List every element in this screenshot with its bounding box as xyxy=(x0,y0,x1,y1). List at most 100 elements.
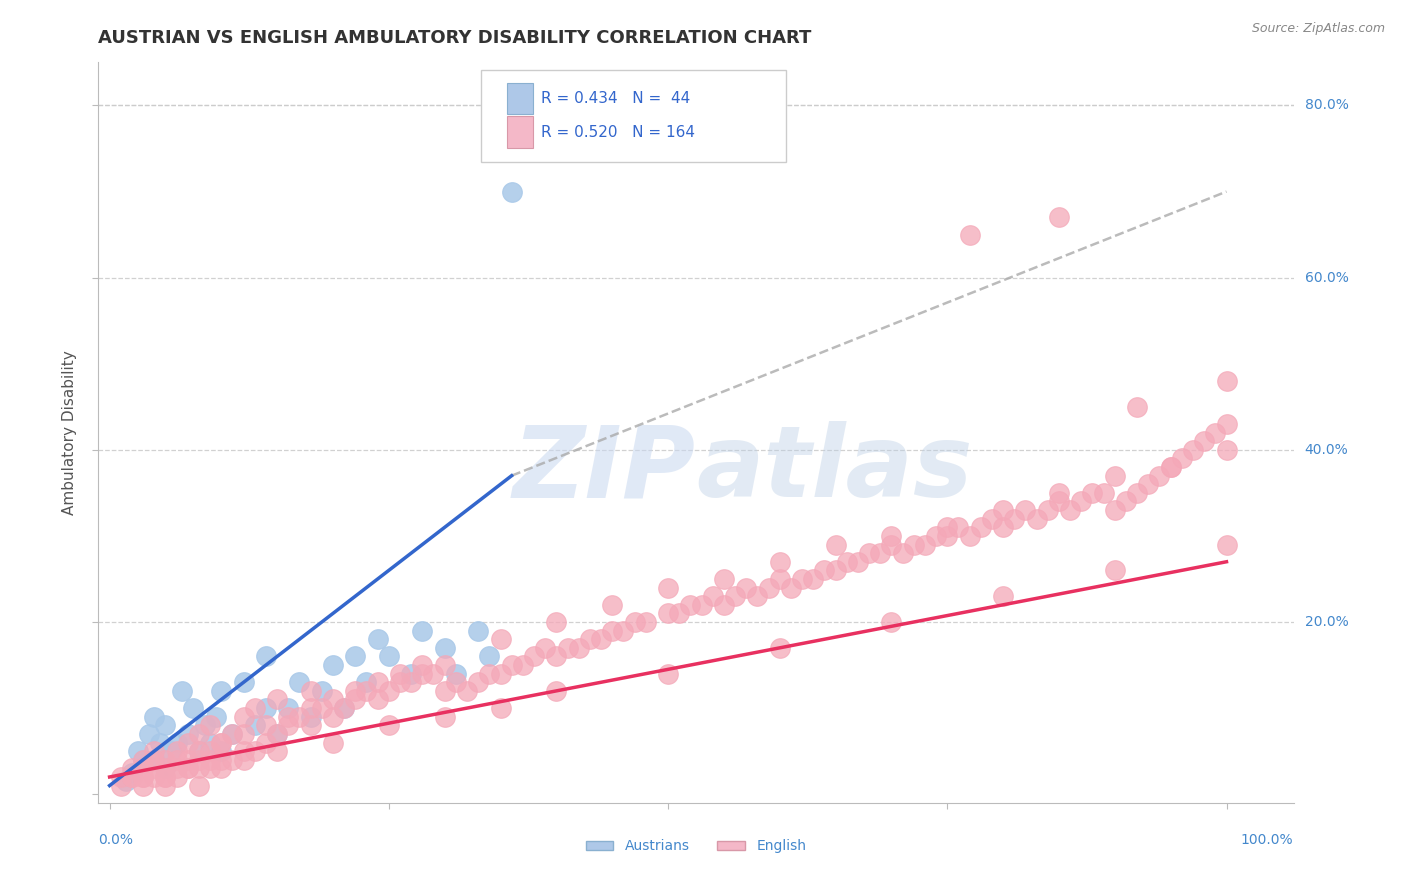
Point xyxy=(232,709,254,723)
Point xyxy=(1215,417,1237,431)
Point xyxy=(311,684,333,698)
Point xyxy=(579,632,602,647)
Point xyxy=(1160,460,1182,475)
Point xyxy=(600,624,623,638)
Point xyxy=(166,761,188,775)
Bar xyxy=(508,83,533,114)
Point xyxy=(690,598,713,612)
Point xyxy=(478,649,501,664)
Point xyxy=(172,684,194,698)
Point xyxy=(166,744,188,758)
Point xyxy=(456,684,478,698)
Point xyxy=(914,537,936,551)
Point xyxy=(288,675,311,690)
Point xyxy=(388,675,411,690)
Point xyxy=(433,658,456,673)
Point xyxy=(254,649,277,664)
Point xyxy=(177,761,200,775)
Point xyxy=(501,185,523,199)
Point xyxy=(322,709,344,723)
Point xyxy=(1160,460,1182,475)
Y-axis label: Ambulatory Disability: Ambulatory Disability xyxy=(62,351,77,515)
Point xyxy=(209,753,232,767)
Point xyxy=(277,709,299,723)
Text: atlas: atlas xyxy=(696,421,973,518)
Point xyxy=(221,727,243,741)
Point xyxy=(1104,503,1126,517)
Point xyxy=(232,744,254,758)
Point xyxy=(869,546,891,560)
Point xyxy=(970,520,993,534)
Point xyxy=(657,666,679,681)
Text: 20.0%: 20.0% xyxy=(1305,615,1348,629)
Point xyxy=(322,735,344,749)
Text: 60.0%: 60.0% xyxy=(1305,270,1348,285)
Point xyxy=(187,753,209,767)
Point xyxy=(489,666,512,681)
Point xyxy=(209,761,232,775)
Point xyxy=(143,770,166,784)
Point xyxy=(277,718,299,732)
Point xyxy=(846,555,869,569)
Point xyxy=(713,572,735,586)
Point xyxy=(221,727,243,741)
Point xyxy=(1081,486,1104,500)
Point xyxy=(155,770,177,784)
Point xyxy=(177,727,200,741)
Point xyxy=(209,735,232,749)
Point xyxy=(790,572,813,586)
Point xyxy=(204,709,226,723)
Point xyxy=(198,761,221,775)
Point xyxy=(433,684,456,698)
Point xyxy=(1014,503,1036,517)
Point xyxy=(735,581,758,595)
Point xyxy=(769,640,792,655)
Point xyxy=(1137,477,1160,491)
Point xyxy=(198,735,221,749)
Point xyxy=(266,727,288,741)
Point xyxy=(758,581,780,595)
Point xyxy=(399,666,422,681)
Point xyxy=(600,598,623,612)
Point xyxy=(132,779,155,793)
Point xyxy=(333,701,356,715)
Bar xyxy=(508,117,533,147)
Point xyxy=(534,640,557,655)
Point xyxy=(657,581,679,595)
Point xyxy=(589,632,612,647)
Point xyxy=(1149,468,1171,483)
Point xyxy=(232,727,254,741)
Point xyxy=(1115,494,1137,508)
Point xyxy=(155,770,177,784)
Point xyxy=(143,753,166,767)
Point xyxy=(288,709,311,723)
Point xyxy=(679,598,702,612)
Point xyxy=(1047,211,1070,225)
Point xyxy=(177,761,200,775)
Point xyxy=(991,503,1014,517)
Point xyxy=(747,589,769,603)
Point xyxy=(1104,563,1126,577)
Point xyxy=(411,666,433,681)
Point xyxy=(143,709,166,723)
Point xyxy=(1104,468,1126,483)
Text: 0.0%: 0.0% xyxy=(98,833,134,847)
Point xyxy=(925,529,948,543)
Point xyxy=(121,770,143,784)
Point xyxy=(299,718,322,732)
Point xyxy=(657,607,679,621)
Point xyxy=(356,675,378,690)
Point xyxy=(183,701,205,715)
Point xyxy=(243,744,266,758)
Point xyxy=(1126,400,1149,414)
Point xyxy=(378,718,401,732)
Point xyxy=(110,779,132,793)
Point xyxy=(177,735,200,749)
Point xyxy=(266,727,288,741)
Point xyxy=(138,727,160,741)
Point xyxy=(512,658,534,673)
Point xyxy=(1215,537,1237,551)
Point xyxy=(1047,486,1070,500)
Point xyxy=(344,649,367,664)
Point xyxy=(1070,494,1092,508)
